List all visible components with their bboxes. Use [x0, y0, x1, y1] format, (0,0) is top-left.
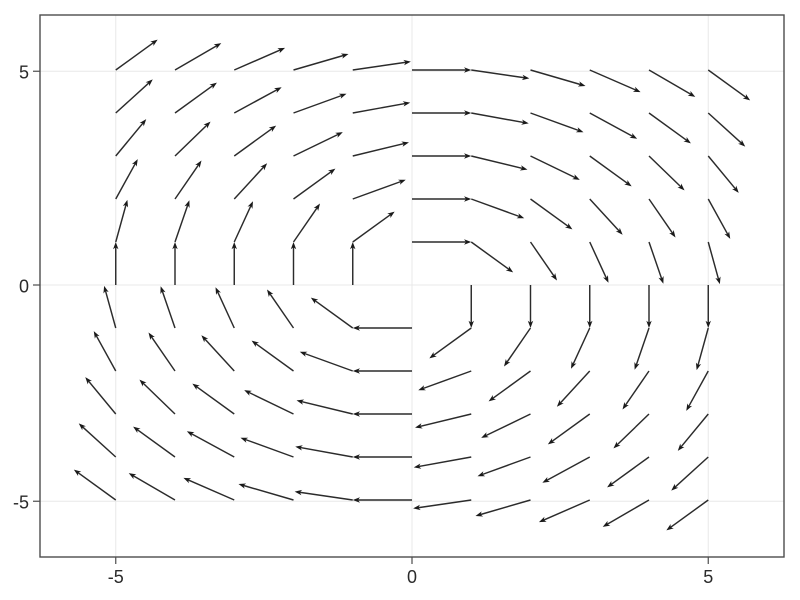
- svg-text:5: 5: [703, 567, 713, 587]
- svg-text:5: 5: [19, 63, 29, 83]
- svg-text:0: 0: [19, 277, 29, 297]
- svg-text:-5: -5: [108, 567, 124, 587]
- svg-text:-5: -5: [13, 493, 29, 513]
- svg-text:0: 0: [407, 567, 417, 587]
